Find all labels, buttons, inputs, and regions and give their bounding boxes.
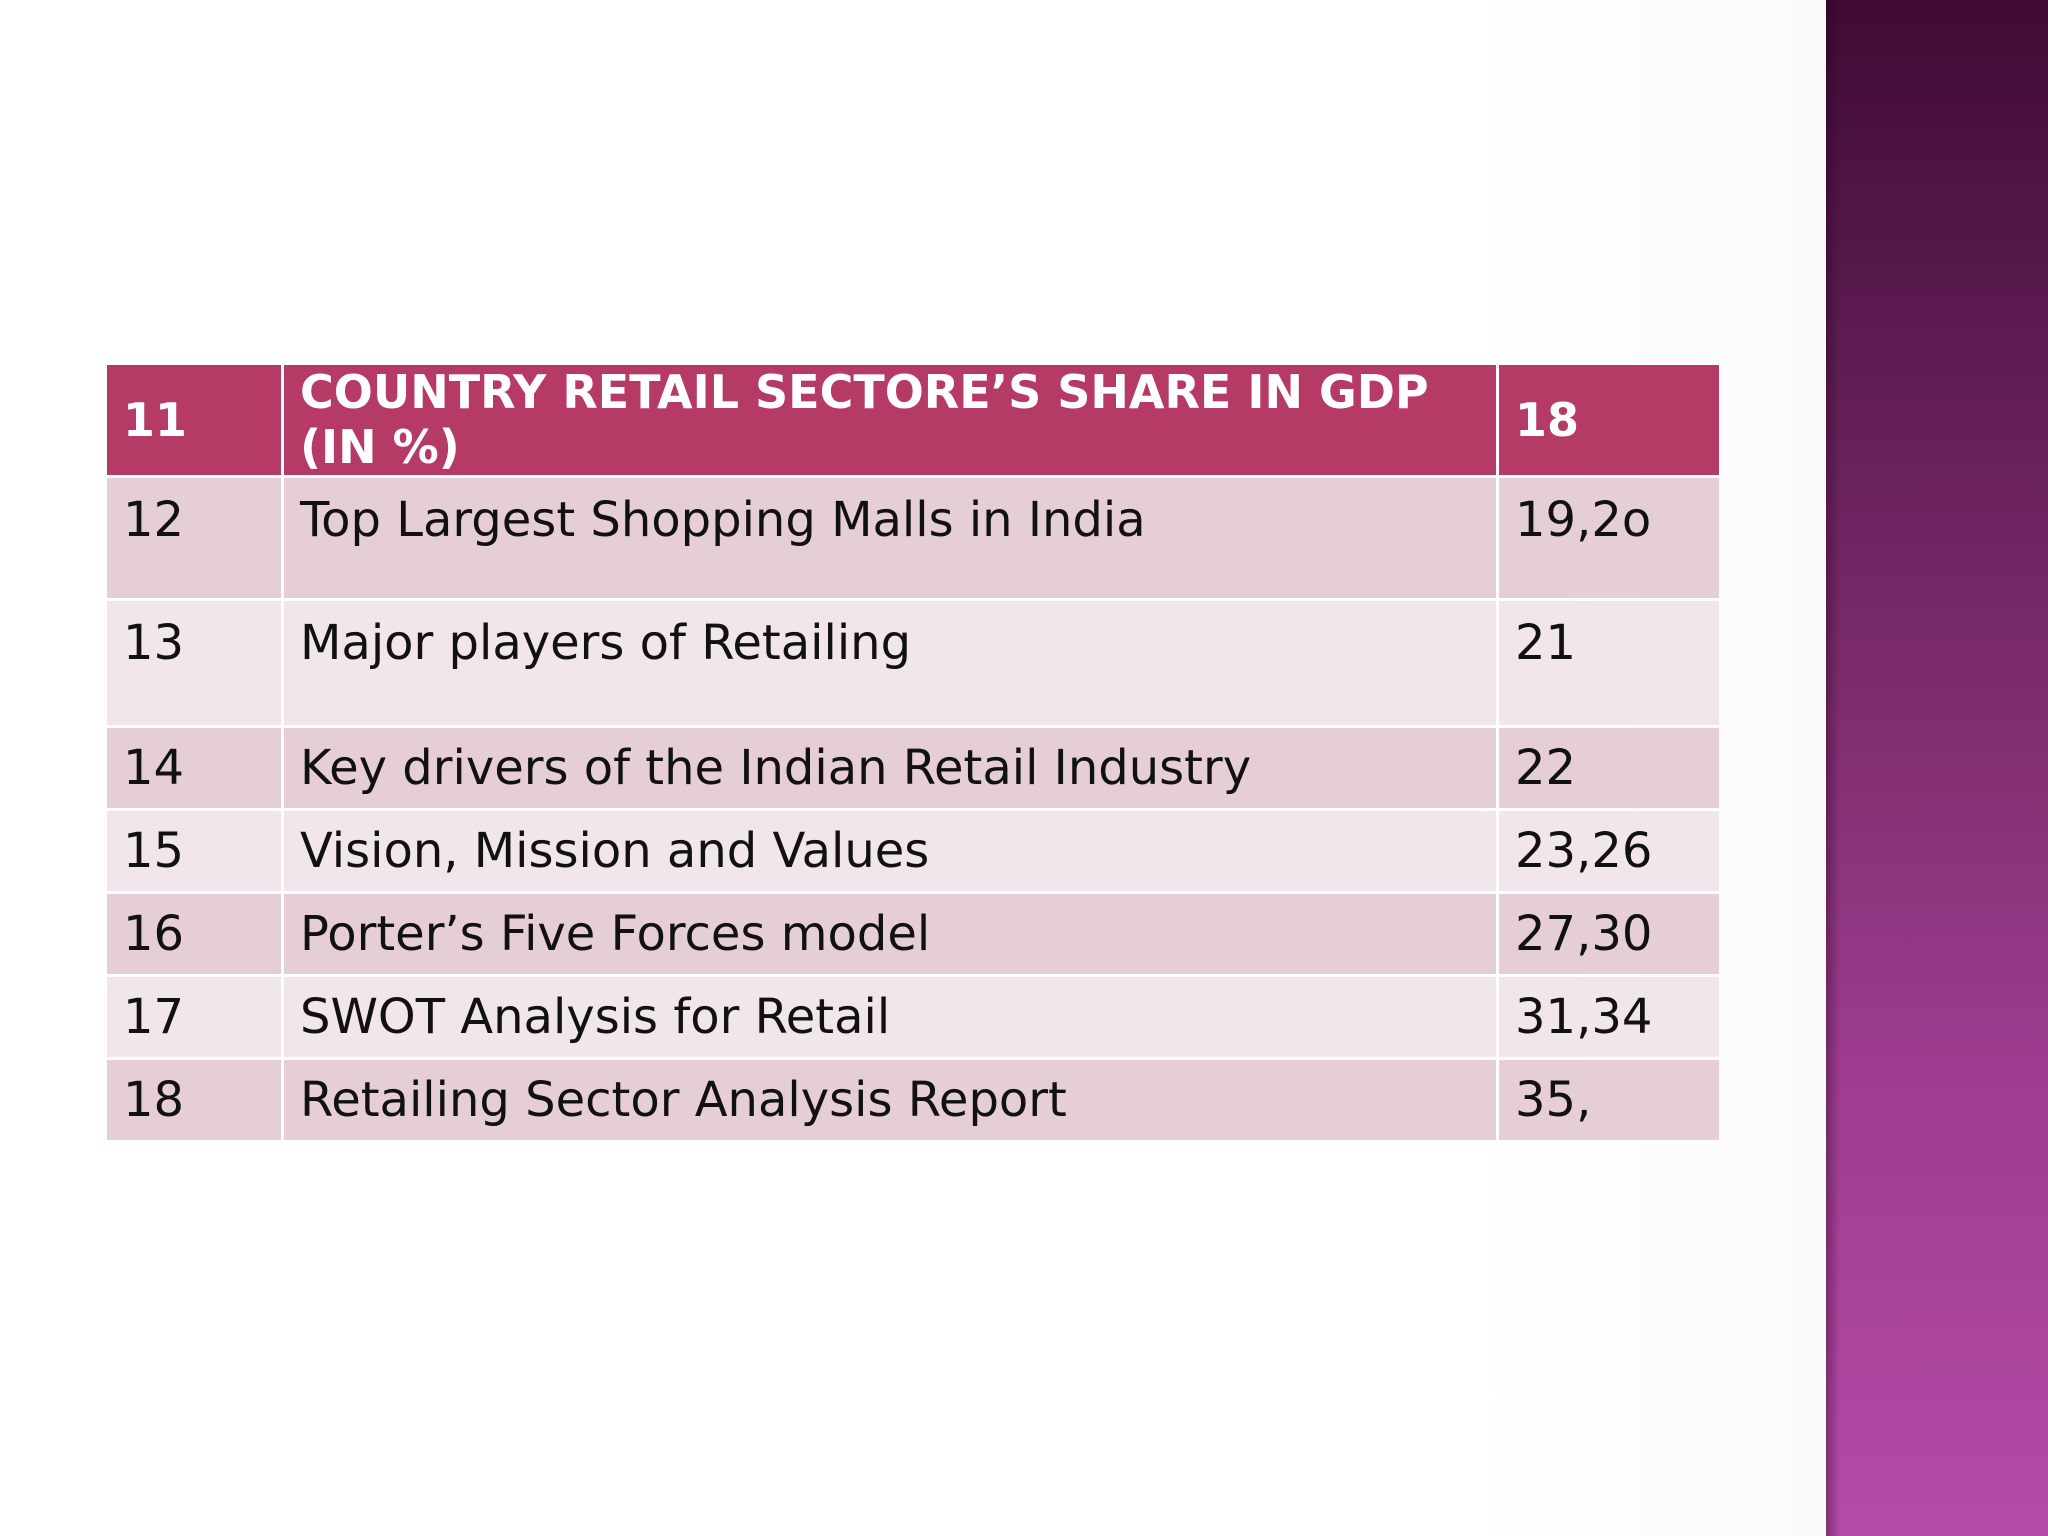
cell-pages: 22 [1499, 728, 1719, 809]
cell-title: Retailing Sector Analysis Report [284, 1060, 1496, 1141]
table-row: 18 Retailing Sector Analysis Report 35, [107, 1060, 1719, 1141]
cell-number: 18 [107, 1060, 281, 1141]
table-row: 15 Vision, Mission and Values 23,26 [107, 811, 1719, 892]
cell-title: Major players of Retailing [284, 601, 1496, 726]
cell-title: COUNTRY RETAIL SECTORE’S SHARE IN GDP (I… [284, 365, 1496, 476]
cell-number: 15 [107, 811, 281, 892]
cell-pages: 23,26 [1499, 811, 1719, 892]
table-row: 13 Major players of Retailing 21 [107, 601, 1719, 726]
cell-pages: 21 [1499, 601, 1719, 726]
table-row: 17 SWOT Analysis for Retail 31,34 [107, 977, 1719, 1058]
cell-title: Porter’s Five Forces model [284, 894, 1496, 975]
cell-number: 14 [107, 728, 281, 809]
cell-number: 12 [107, 478, 281, 599]
table-row: 16 Porter’s Five Forces model 27,30 [107, 894, 1719, 975]
cell-title: SWOT Analysis for Retail [284, 977, 1496, 1058]
table-header-row: 11 COUNTRY RETAIL SECTORE’S SHARE IN GDP… [107, 365, 1719, 476]
cell-pages: 19,2o [1499, 478, 1719, 599]
cell-pages: 18 [1499, 365, 1719, 476]
cell-number: 13 [107, 601, 281, 726]
table-row: 12 Top Largest Shopping Malls in India 1… [107, 478, 1719, 599]
cell-number: 11 [107, 365, 281, 476]
cell-number: 16 [107, 894, 281, 975]
decorative-side-band [1826, 0, 2048, 1536]
cell-number: 17 [107, 977, 281, 1058]
cell-title: Top Largest Shopping Malls in India [284, 478, 1496, 599]
cell-pages: 35, [1499, 1060, 1719, 1141]
cell-pages: 31,34 [1499, 977, 1719, 1058]
table-row: 14 Key drivers of the Indian Retail Indu… [107, 728, 1719, 809]
cell-title: Vision, Mission and Values [284, 811, 1496, 892]
contents-table: 11 COUNTRY RETAIL SECTORE’S SHARE IN GDP… [104, 362, 1722, 1143]
cell-title: Key drivers of the Indian Retail Industr… [284, 728, 1496, 809]
cell-pages: 27,30 [1499, 894, 1719, 975]
